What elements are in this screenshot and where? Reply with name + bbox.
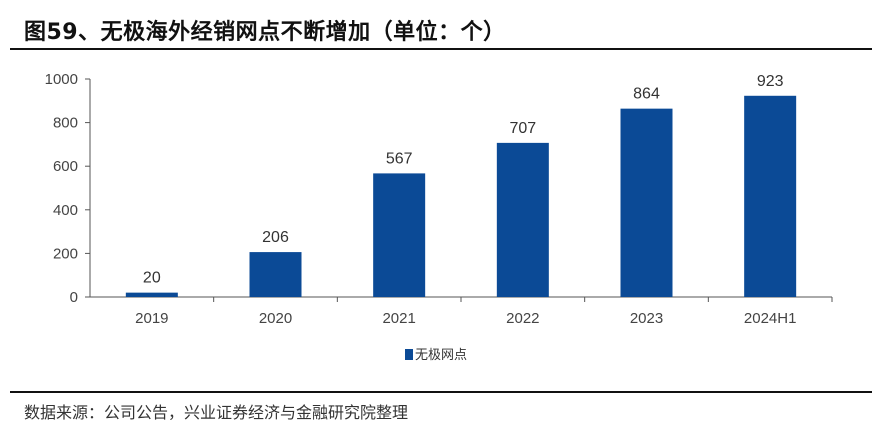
y-tick-label: 800 bbox=[53, 115, 78, 132]
y-tick-label: 0 bbox=[70, 289, 78, 306]
data-label: 567 bbox=[386, 150, 413, 167]
bar-2021 bbox=[373, 173, 426, 297]
data-label: 923 bbox=[757, 73, 784, 90]
y-tick-label: 400 bbox=[53, 202, 78, 219]
x-tick-label: 2022 bbox=[506, 310, 539, 327]
bar-2019 bbox=[125, 292, 178, 297]
x-tick-label: 2020 bbox=[259, 310, 292, 327]
source-note: 数据来源：公司公告，兴业证券经济与金融研究院整理 bbox=[24, 403, 409, 422]
bar-2022 bbox=[496, 142, 549, 297]
y-tick-label: 200 bbox=[53, 245, 78, 262]
data-label: 707 bbox=[509, 120, 536, 137]
legend-swatch bbox=[405, 349, 413, 360]
y-tick-label: 1000 bbox=[45, 71, 78, 88]
x-tick-label: 2023 bbox=[630, 310, 663, 327]
chart-title: 图59、无极海外经销网点不断增加（单位：个） bbox=[24, 20, 506, 45]
legend-label: 无极网点 bbox=[415, 348, 467, 363]
data-label: 864 bbox=[633, 86, 660, 103]
x-tick-label: 2024H1 bbox=[744, 310, 797, 327]
x-tick-label: 2019 bbox=[135, 310, 168, 327]
data-label: 20 bbox=[143, 270, 161, 287]
bar-2023 bbox=[620, 108, 673, 297]
y-tick-label: 600 bbox=[53, 158, 78, 175]
title-divider bbox=[10, 48, 872, 50]
bar-2020 bbox=[249, 252, 302, 297]
x-tick-label: 2021 bbox=[382, 310, 415, 327]
bar-2024H1 bbox=[744, 95, 797, 297]
data-label: 206 bbox=[262, 229, 289, 246]
source-divider bbox=[10, 391, 872, 393]
